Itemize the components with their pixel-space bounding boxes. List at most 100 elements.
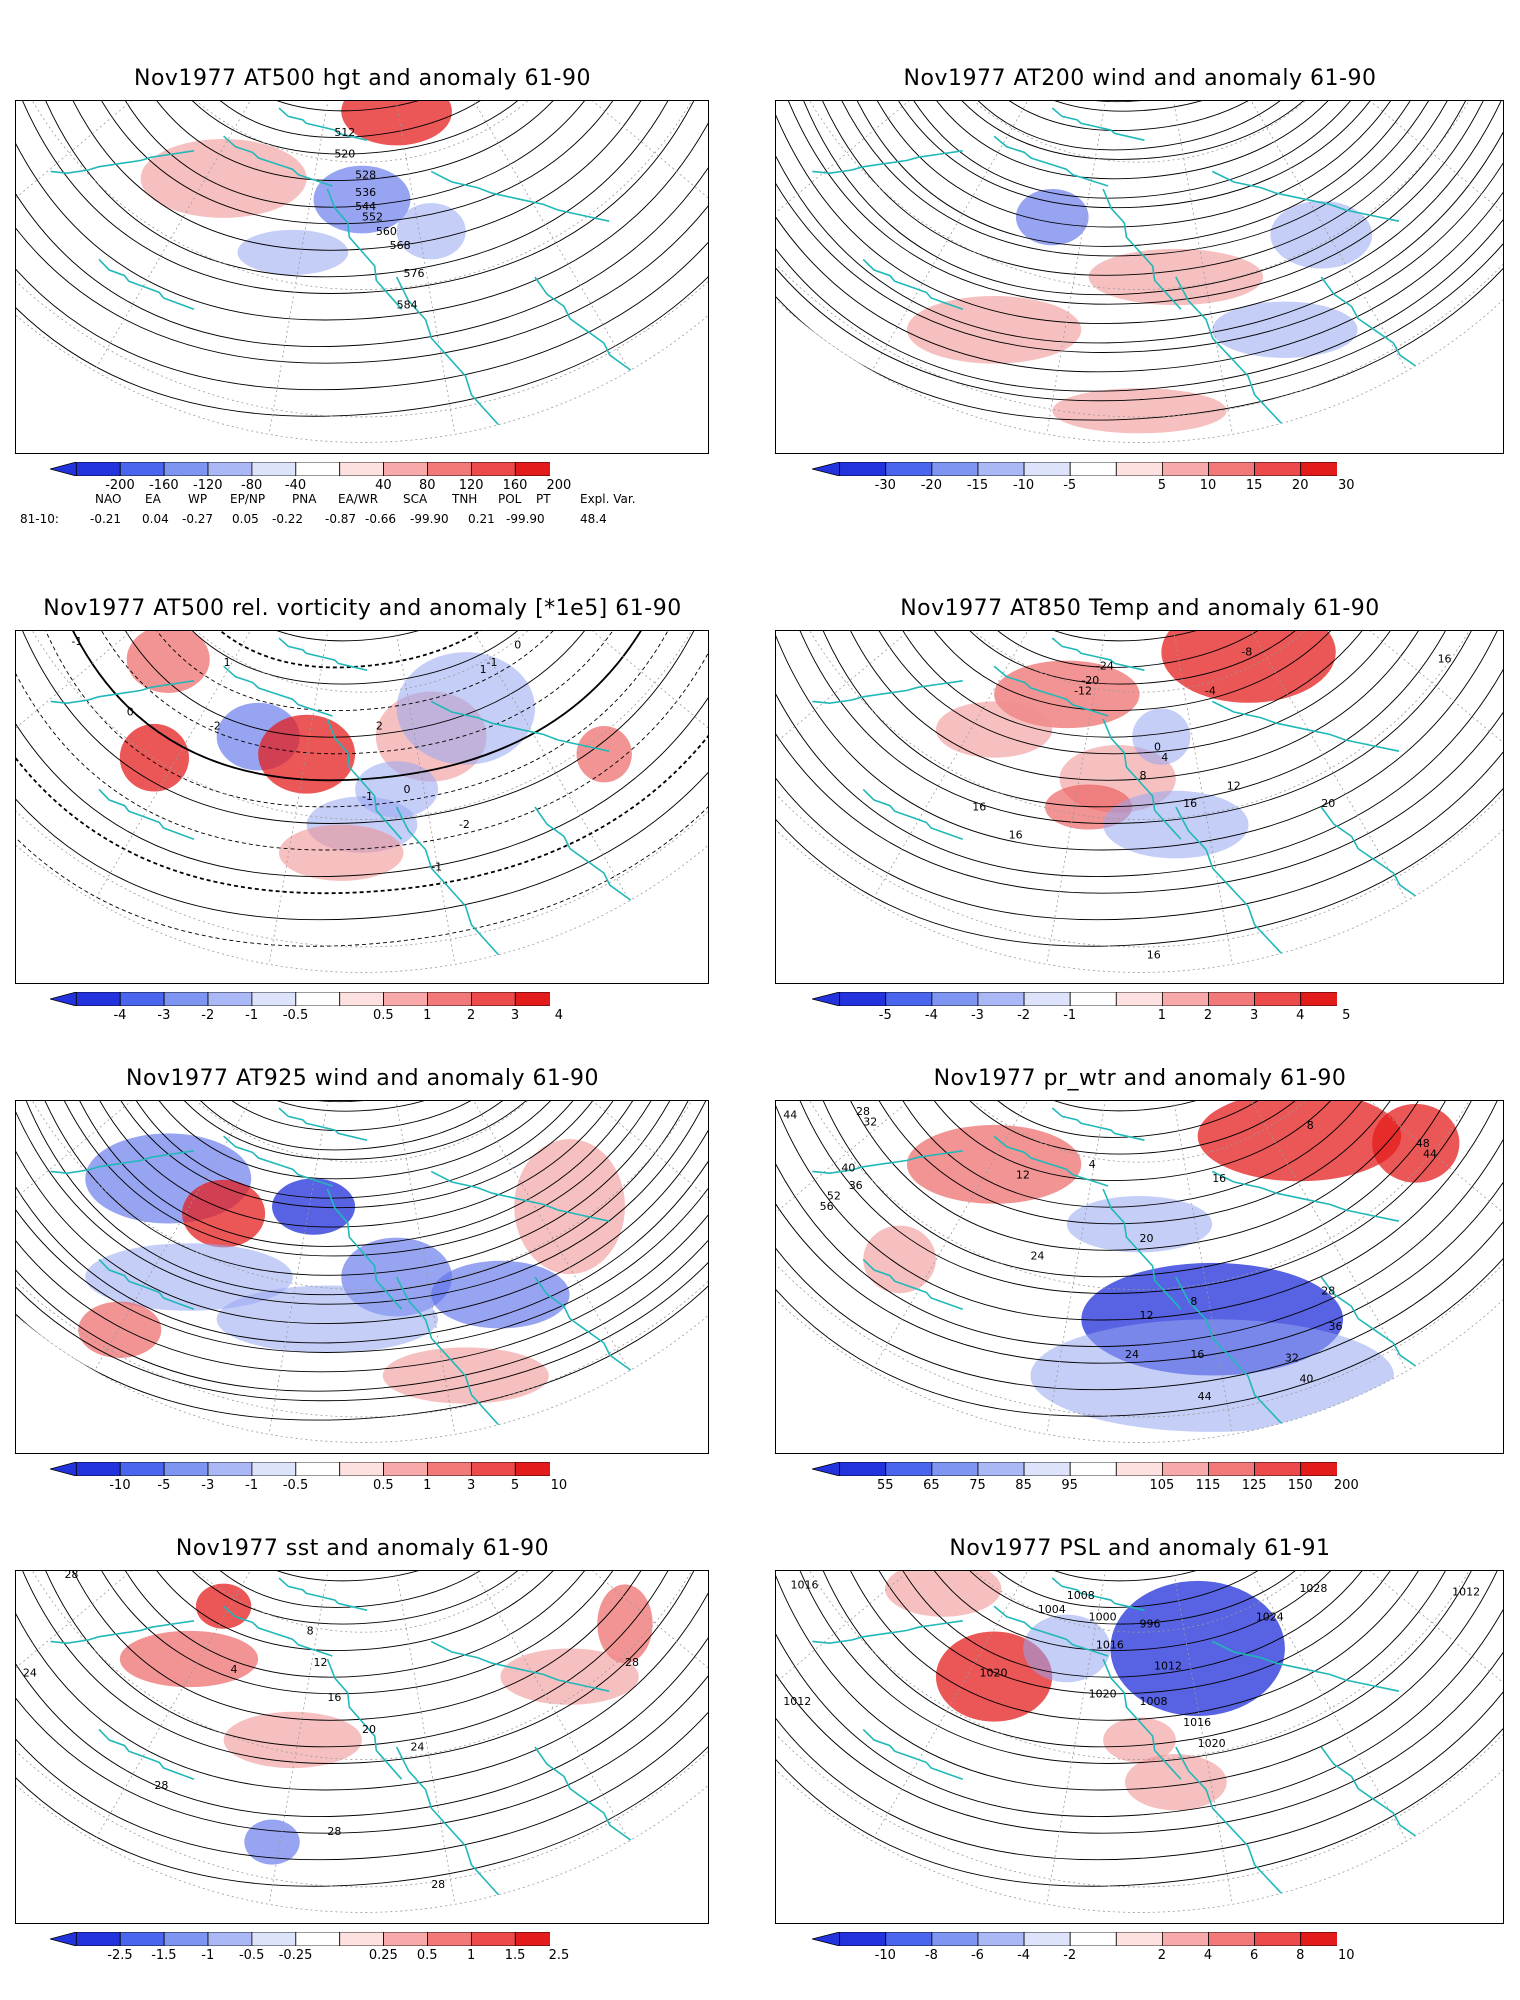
anomaly-shading bbox=[885, 1571, 1001, 1617]
contour-label: 1016 bbox=[1096, 1638, 1124, 1651]
contour-label: -1 bbox=[431, 860, 442, 873]
colorbar-segment bbox=[1300, 1462, 1337, 1476]
contour-label: 8 bbox=[1190, 1295, 1197, 1308]
colorbar-tick: 3 bbox=[467, 1478, 475, 1493]
map-panel-6: Nov1977 pr_wtr and anomaly 61-90 44 32 28 40… bbox=[775, 1060, 1505, 1512]
contour-line bbox=[16, 101, 708, 390]
colorbar-segment bbox=[208, 462, 252, 476]
contour-label: 1024 bbox=[1256, 1610, 1284, 1623]
contour-label: 12 bbox=[1227, 779, 1241, 792]
colorbar-tick: -0.5 bbox=[239, 1948, 264, 1963]
colorbar-segment bbox=[383, 462, 427, 476]
colorbar-tick: 3 bbox=[511, 1008, 519, 1023]
contour-label: 12 bbox=[1016, 1168, 1030, 1181]
colorbar-segment bbox=[885, 1932, 931, 1946]
colorbar-segment bbox=[931, 1462, 977, 1476]
tele-h-9: PT bbox=[536, 492, 551, 506]
contour-label: 1020 bbox=[980, 1667, 1008, 1680]
colorbar-tick: -0.5 bbox=[283, 1478, 308, 1493]
contour-label: 4 bbox=[1089, 1158, 1096, 1171]
contour-label: -1 bbox=[487, 656, 498, 669]
contour-label: 36 bbox=[849, 1179, 863, 1192]
contour-label: -12 bbox=[1074, 684, 1092, 697]
contour-label: 552 bbox=[362, 211, 383, 224]
anomaly-shading bbox=[1198, 1101, 1402, 1181]
anomaly-shading bbox=[1052, 388, 1226, 433]
contour-label: 24 bbox=[410, 1741, 424, 1754]
colorbar-tick: 120 bbox=[459, 478, 484, 493]
map-panel-7: Nov1977 sst and anomaly 61-90 28 24 4 8 12 16 2… bbox=[15, 1530, 710, 1982]
tele-v-0: -0.21 bbox=[90, 512, 121, 526]
map-frame: 44 32 28 40 36 52 56 48 44 8 4 12 16 20 24 8 12 16 24 28 32 3… bbox=[775, 1100, 1504, 1454]
colorbar-tick: -4 bbox=[1017, 1948, 1030, 1963]
anomaly-shading bbox=[127, 631, 210, 693]
contour-line bbox=[936, 101, 1343, 111]
colorbar-segment bbox=[427, 1932, 471, 1946]
colorbar-segment bbox=[1208, 462, 1254, 476]
contour-label: 28 bbox=[154, 1779, 168, 1792]
colorbar-segment bbox=[1300, 1932, 1337, 1946]
tele-v-9: -99.90 bbox=[506, 512, 545, 526]
colorbar-tick: -0.25 bbox=[279, 1948, 313, 1963]
contour-label: 0 bbox=[404, 783, 411, 796]
contour-line bbox=[175, 1101, 550, 1102]
contour-label: 576 bbox=[404, 267, 425, 280]
contour-label: 28 bbox=[64, 1571, 78, 1581]
tele-v-6: -0.66 bbox=[365, 512, 396, 526]
colorbar-segment bbox=[839, 462, 885, 476]
coastline bbox=[1052, 1108, 1144, 1140]
coastline bbox=[279, 1108, 367, 1140]
colorbar-segment bbox=[1208, 992, 1254, 1006]
colorbar-segment bbox=[515, 1932, 550, 1946]
colorbar-tick: -160 bbox=[149, 478, 179, 493]
contour-label: 20 bbox=[1140, 1232, 1154, 1245]
colorbar: -200 -160 -120 -80 -40 40 80 120 160 200 bbox=[50, 462, 550, 476]
contour-label: 1 bbox=[224, 656, 231, 669]
tele-v-2: -0.27 bbox=[182, 512, 213, 526]
colorbar-tick: 5 bbox=[1342, 1008, 1350, 1023]
colorbar-tick: 105 bbox=[1149, 1478, 1174, 1493]
anomaly-shading bbox=[500, 1648, 638, 1704]
colorbar-segment bbox=[977, 462, 1023, 476]
map-canvas bbox=[776, 101, 1503, 453]
colorbar-segment bbox=[76, 462, 120, 476]
colorbar-segment bbox=[339, 1932, 383, 1946]
coastline bbox=[812, 151, 962, 173]
contour-label: 1004 bbox=[1038, 1603, 1066, 1616]
colorbar-segment bbox=[1162, 992, 1208, 1006]
anomaly-shading bbox=[1161, 631, 1335, 703]
contour-label: 16 bbox=[1212, 1172, 1226, 1185]
coastline bbox=[812, 681, 962, 703]
contour-label: 520 bbox=[334, 147, 355, 160]
colorbar-segment bbox=[1208, 1462, 1254, 1476]
colorbar-segment bbox=[885, 1462, 931, 1476]
tele-h-6: SCA bbox=[403, 492, 427, 506]
colorbar-segment bbox=[1162, 1462, 1208, 1476]
tele-h-4: PNA bbox=[292, 492, 316, 506]
colorbar-tick: 1 bbox=[423, 1478, 431, 1493]
anomaly-shading bbox=[514, 1139, 625, 1274]
colorbar-tick: 6 bbox=[1250, 1948, 1258, 1963]
contour-label: 44 bbox=[783, 1109, 797, 1122]
colorbar-tick: -0.5 bbox=[283, 1008, 308, 1023]
colorbar-arrow-left bbox=[812, 992, 840, 1006]
colorbar-tick: -15 bbox=[967, 478, 988, 493]
contour-label: 44 bbox=[1423, 1147, 1437, 1160]
contour-label: 2 bbox=[376, 720, 383, 733]
colorbar-tick: 1 bbox=[1158, 1008, 1166, 1023]
colorbar-segment bbox=[339, 462, 383, 476]
contour-label: 36 bbox=[1329, 1320, 1343, 1333]
colorbar-segment bbox=[1300, 992, 1337, 1006]
colorbar-arrow-left bbox=[812, 1932, 840, 1946]
colorbar-segment bbox=[1254, 1462, 1300, 1476]
colorbar-segment bbox=[515, 462, 550, 476]
map-frame: -1 1 -2 0 2 -1 1 0 -1 -2 0 -1 bbox=[15, 630, 709, 984]
colorbar-segment bbox=[252, 462, 296, 476]
contour-label: 0 bbox=[514, 639, 521, 652]
colorbar-tick: -30 bbox=[875, 478, 896, 493]
colorbar-segment bbox=[471, 992, 515, 1006]
contour-line bbox=[776, 101, 1503, 343]
map-canvas: 4432284036525648448412 162024812162428323… bbox=[776, 1101, 1503, 1453]
colorbar-segment bbox=[1024, 462, 1070, 476]
colorbar-tick: -5 bbox=[879, 1008, 892, 1023]
